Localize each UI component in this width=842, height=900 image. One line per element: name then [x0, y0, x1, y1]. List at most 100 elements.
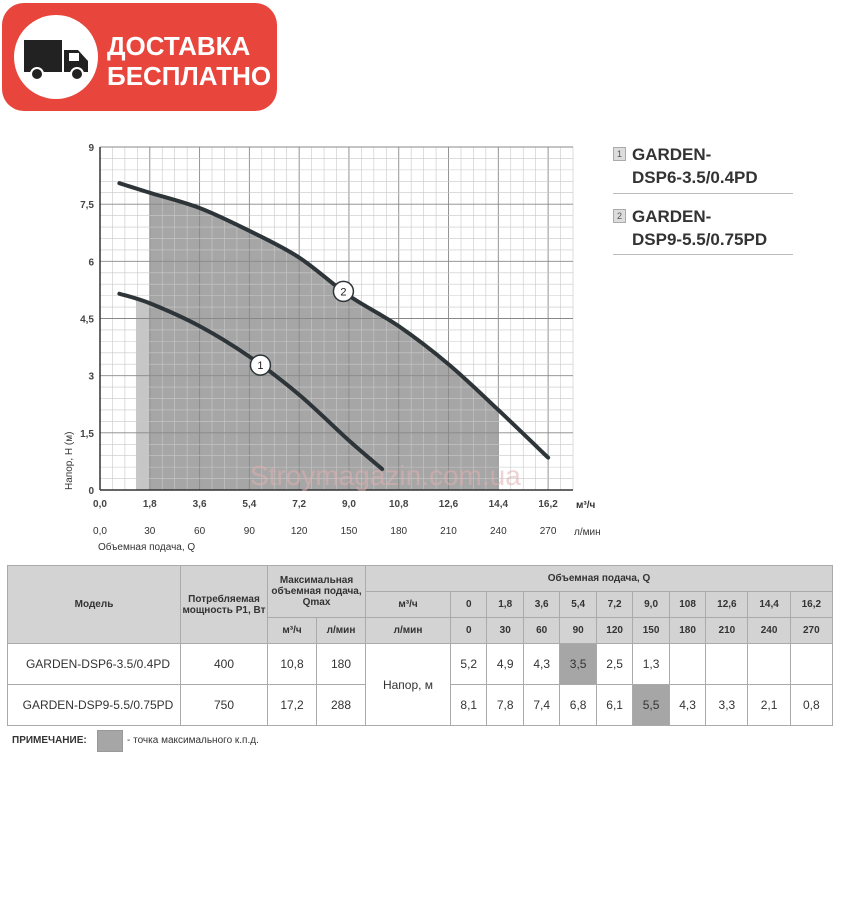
badge-line2: БЕСПЛАТНО	[107, 61, 271, 91]
table-row: GARDEN-DSP9-5.5/0.75PD 750 17,2 288 8,1 …	[7, 684, 834, 726]
legend-line2: DSP6-3.5/0.4PD	[632, 168, 758, 187]
flow-lmin-cell: 240	[747, 617, 791, 644]
x2-tick-label: 90	[244, 526, 256, 537]
head-cell: 3,3	[705, 684, 749, 726]
x2-tick-label: 180	[390, 526, 407, 537]
pump-curve-2	[117, 181, 551, 460]
head-cell-max-efficiency: 5,5	[632, 684, 670, 726]
model-cell: GARDEN-DSP6-3.5/0.4PD	[7, 643, 181, 685]
model-cell: GARDEN-DSP9-5.5/0.75PD	[7, 684, 181, 726]
curve-marker-1	[249, 354, 272, 376]
head-cell	[705, 643, 749, 685]
x-tick-label: 1,8	[143, 499, 157, 510]
flow-lmin-cell: 210	[705, 617, 749, 644]
x-tick-label: 12,6	[439, 499, 459, 510]
table-row: GARDEN-DSP6-3.5/0.4PD 400 10,8 180 Напор…	[7, 643, 834, 726]
head-cell: 8,1	[449, 684, 488, 726]
x-tick-label: 7,2	[292, 499, 306, 510]
unit-lmin: л/мин	[365, 617, 451, 644]
power-cell: 750	[180, 684, 268, 726]
flow-lmin-cell: 150	[632, 617, 670, 644]
header-flow: Объемная подача, Q	[365, 565, 833, 592]
head-cell: 7,4	[522, 684, 561, 726]
head-cell: 2,1	[747, 684, 791, 726]
y-axis-label: Напор, Н (м)	[64, 432, 75, 490]
x2-tick-label: 0,0	[93, 526, 107, 537]
head-cell: 6,1	[595, 684, 634, 726]
efficiency-swatch	[97, 730, 123, 752]
qmax-lmin-cell: 288	[316, 684, 366, 726]
x-tick-label: 16,2	[538, 499, 558, 510]
head-cell: 4,3	[522, 643, 561, 685]
power-cell: 400	[180, 643, 268, 685]
legend-line2: DSP9-5.5/0.75PD	[632, 230, 768, 249]
pump-curves: 12	[117, 181, 551, 472]
badge-line1: ДОСТАВКА	[107, 31, 251, 61]
qmax-m3h-cell: 10,8	[267, 643, 317, 685]
flow-m3h-cell: 12,6	[705, 591, 749, 618]
flow-lmin-cell: 120	[595, 617, 634, 644]
free-delivery-badge: ДОСТАВКА БЕСПЛАТНО	[2, 3, 277, 111]
flow-lmin-cell: 30	[486, 617, 524, 644]
performance-table: Модель Потребляемая мощность Р1, Вт Макс…	[7, 565, 834, 726]
x2-tick-label: 120	[291, 526, 308, 537]
head-cell	[789, 643, 834, 685]
y-tick-label: 1,5	[80, 429, 94, 440]
legend-number: 2	[613, 209, 626, 223]
flow-m3h-cell: 3,6	[522, 591, 561, 618]
x2-axis-unit: л/мин	[574, 527, 601, 538]
x-tick-label: 9,0	[342, 499, 356, 510]
head-cell: 0,8	[789, 684, 834, 726]
legend-item-2: 2 GARDEN- DSP9-5.5/0.75PD	[613, 205, 793, 251]
legend-number: 1	[613, 147, 626, 161]
x2-tick-label: 270	[540, 526, 557, 537]
flow-m3h-cell: 9,0	[632, 591, 670, 618]
note-label: ПРИМЕЧАНИЕ:	[12, 735, 87, 746]
x2-tick-label: 30	[144, 526, 156, 537]
y-tick-label: 9	[88, 143, 94, 154]
curve-marker-2	[332, 280, 355, 303]
head-cell: 2,5	[595, 643, 634, 685]
curve-marker-label-1: 1	[257, 360, 263, 372]
flow-m3h-cell: 7,2	[595, 591, 634, 618]
head-cell	[747, 643, 791, 685]
pump-performance-chart: 12 0,0 1,8 3,6 5,4 7,2 9,0 10,8 12,6 14,4 16,20,0…	[64, 143, 601, 553]
x2-tick-label: 60	[194, 526, 206, 537]
x-tick-label: 0,0	[93, 499, 107, 510]
head-label-cell: Напор, м	[365, 643, 451, 726]
head-cell-max-efficiency: 3,5	[559, 643, 597, 685]
flow-lmin-cell: 0	[449, 617, 488, 644]
flow-m3h-cell: 1,8	[486, 591, 524, 618]
head-cell: 4,3	[668, 684, 707, 726]
flow-m3h-cell: 0	[449, 591, 488, 618]
head-cell: 1,3	[632, 643, 670, 685]
y-tick-label: 4,5	[80, 315, 94, 326]
flow-lmin-cell: 270	[789, 617, 834, 644]
y-tick-label: 0	[88, 486, 94, 497]
y-tick-label: 7,5	[80, 200, 94, 211]
qmax-unit-lmin: л/мин	[316, 617, 366, 644]
x-tick-label: 5,4	[242, 499, 256, 510]
y-tick-label: 3	[88, 372, 94, 383]
flow-lmin-cell: 60	[522, 617, 561, 644]
x2-tick-label: 210	[440, 526, 457, 537]
y-tick-label: 6	[88, 257, 94, 268]
legend-line1: GARDEN-	[632, 207, 712, 226]
flow-m3h-cell: 5,4	[559, 591, 597, 618]
header-qmax: Максимальная объемная подача, Qmax	[267, 565, 366, 618]
flow-lmin-cell: 180	[668, 617, 707, 644]
x-tick-label: 10,8	[389, 499, 409, 510]
qmax-unit-m3h: м³/ч	[267, 617, 317, 644]
legend-line1: GARDEN-	[632, 145, 712, 164]
x-tick-label: 3,6	[193, 499, 207, 510]
head-cell	[668, 643, 707, 685]
head-cell: 7,8	[486, 684, 524, 726]
flow-m3h-cell: 108	[668, 591, 707, 618]
truck-icon	[24, 40, 88, 81]
axis-tick-labels: 0,0 1,8 3,6 5,4 7,2 9,0 10,8 12,6 14,4 16,20,0 30 6…	[80, 143, 558, 537]
flow-lmin-cell: 90	[559, 617, 597, 644]
header-power: Потребляемая мощность Р1, Вт	[180, 565, 268, 644]
legend-item-1: 1 GARDEN- DSP6-3.5/0.4PD	[613, 143, 793, 189]
legend-model-name: GARDEN- DSP9-5.5/0.75PD	[632, 205, 792, 251]
watermark: Stroymagazin.com.ua	[250, 460, 521, 491]
